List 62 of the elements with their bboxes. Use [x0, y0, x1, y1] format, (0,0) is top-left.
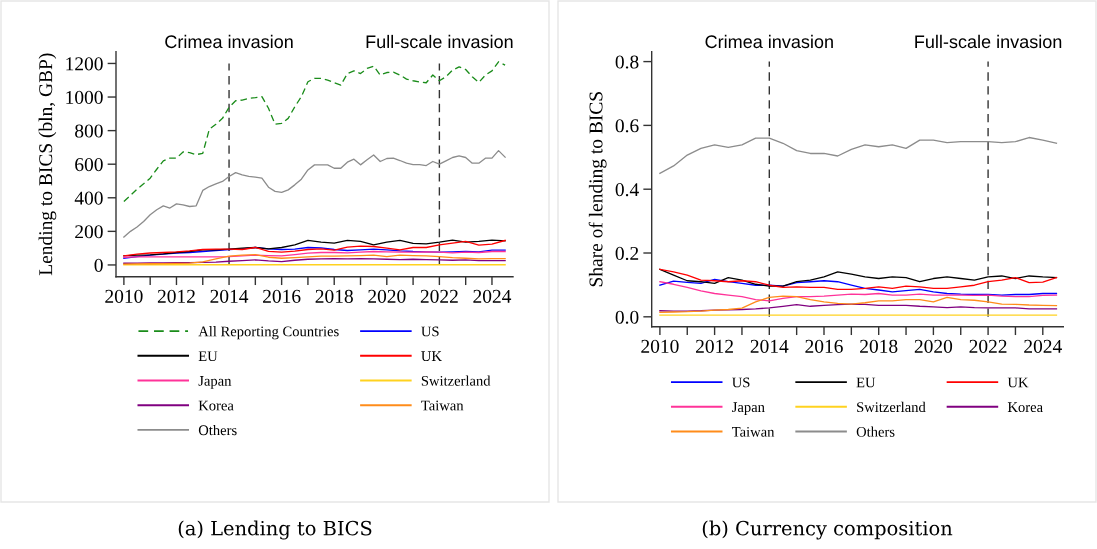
legend-label: Japan	[198, 376, 232, 389]
ref-line-label: Crimea invasion	[165, 34, 293, 49]
legend-label: Switzerland	[421, 375, 491, 386]
x-tick-label: 2020	[368, 289, 406, 303]
legend-label: UK	[421, 351, 442, 362]
legend-label: Taiwan	[732, 426, 775, 437]
legend-label: All Reporting Countries	[198, 326, 339, 340]
y-tick-label: 0	[94, 258, 103, 272]
text: (a) Lending to BICS	[178, 520, 372, 540]
y-tick-label: 200	[75, 225, 103, 239]
x-tick-label: 2018	[315, 289, 353, 303]
legend-label: EU	[856, 377, 876, 388]
y-tick-label: 400	[74, 191, 103, 205]
ref-line-label: Full-scale invasion	[366, 34, 513, 49]
x-tick-label: 2010	[641, 339, 679, 353]
line-series	[123, 149, 506, 238]
legend-label: UK	[1007, 377, 1029, 388]
legend-label: EU	[198, 351, 218, 362]
line-series	[659, 295, 1058, 313]
legend-label: Others	[198, 424, 237, 436]
y-tick-label: 600	[75, 158, 103, 172]
x-tick-label: 2024	[1024, 339, 1062, 353]
y-tick-label: 0.4	[615, 183, 639, 197]
x-tick-label: 2012	[696, 339, 733, 353]
line-series	[123, 253, 506, 265]
y-tick-label: 0.0	[615, 310, 639, 324]
line-series	[659, 278, 1058, 296]
x-tick-label: 2014	[210, 289, 249, 303]
y-tick-label: 800	[75, 124, 103, 138]
y-tick-label: 0.2	[615, 246, 639, 261]
x-tick-label: 2016	[805, 339, 843, 353]
line-series	[123, 61, 506, 203]
ref-line-label: Crimea invasion	[705, 34, 833, 49]
x-tick-label: 2024	[473, 289, 512, 303]
x-tick-label: 2010	[105, 289, 143, 303]
line-series	[123, 239, 506, 257]
y-axis-title: Lending to BICS (bln, GBP)	[38, 53, 57, 276]
y-tick-label: 0.8	[615, 55, 639, 69]
x-tick-label: 2014	[750, 339, 789, 353]
y-tick-label: 0.6	[615, 119, 639, 133]
ref-line-label: Full-scale invasion	[915, 34, 1062, 49]
legend-label: Japan	[732, 402, 765, 415]
legend-label: Taiwan	[421, 400, 464, 411]
legend-label: Korea	[198, 400, 234, 411]
legend-label: Korea	[1007, 402, 1043, 413]
x-tick-label: 2022	[969, 339, 1007, 353]
line-series	[659, 281, 1058, 302]
legend-label: US	[732, 377, 750, 388]
line-series	[659, 136, 1058, 174]
x-tick-label: 2016	[263, 289, 301, 303]
y-tick-label: 1200	[66, 57, 103, 71]
y-tick-label: 1000	[66, 90, 103, 104]
x-tick-label: 2020	[914, 339, 953, 353]
x-tick-label: 2022	[420, 289, 458, 303]
x-tick-label: 2012	[157, 289, 195, 303]
x-tick-label: 2018	[860, 339, 898, 353]
legend-label: US	[421, 326, 439, 337]
legend-label: Switzerland	[857, 401, 926, 413]
line-series	[659, 303, 1058, 312]
legend-label: Others	[856, 426, 895, 437]
text: (b) Currency composition	[702, 520, 953, 540]
y-axis-title: Share of lending to BICS	[588, 92, 607, 287]
